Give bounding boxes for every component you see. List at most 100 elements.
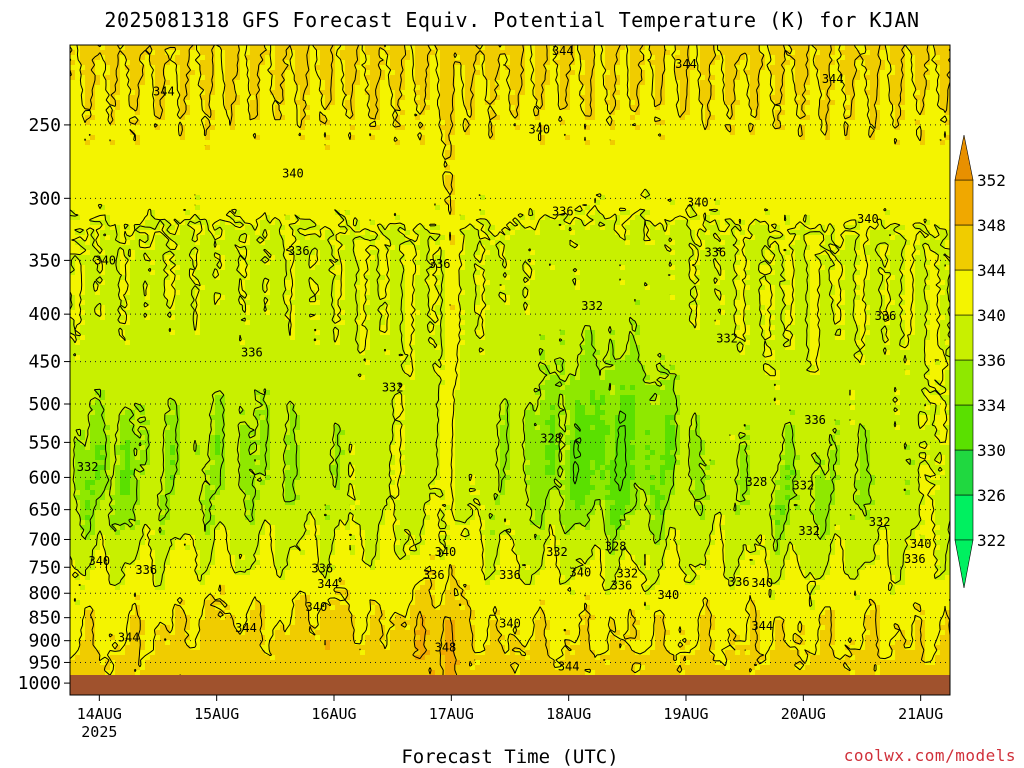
field-cell (350, 550, 356, 556)
field-cell (635, 320, 691, 326)
field-cell (460, 375, 551, 381)
field-cell (750, 75, 761, 81)
field-cell (815, 515, 831, 521)
field-cell (305, 525, 321, 531)
field-cell (465, 265, 476, 271)
field-cell (300, 445, 336, 451)
field-cell (360, 525, 381, 531)
field-cell (400, 450, 441, 456)
field-cell (870, 270, 881, 276)
field-cell (545, 65, 561, 71)
field-cell (820, 245, 831, 251)
field-cell (115, 490, 121, 496)
field-cell (380, 535, 396, 541)
field-cell (155, 245, 171, 251)
field-cell (545, 390, 591, 396)
field-cell (290, 430, 296, 436)
field-cell (430, 330, 436, 336)
field-cell (870, 485, 921, 491)
field-cell (710, 120, 776, 126)
field-cell (535, 75, 551, 81)
field-cell (215, 275, 221, 281)
field-cell (800, 135, 806, 141)
field-cell (365, 360, 371, 366)
field-cell (935, 235, 941, 241)
field-cell (215, 485, 226, 491)
field-cell (360, 225, 381, 231)
field-cell (575, 280, 581, 286)
field-cell (470, 120, 561, 126)
field-cell (615, 500, 631, 506)
field-cell (475, 275, 486, 281)
field-cell (575, 430, 611, 436)
field-cell (270, 285, 286, 291)
field-cell (790, 220, 806, 226)
field-cell (720, 320, 736, 326)
field-cell (130, 80, 146, 86)
field-cell (295, 265, 311, 271)
field-cell (225, 265, 241, 271)
field-cell (340, 525, 346, 531)
field-cell (455, 130, 466, 136)
field-cell (930, 50, 936, 56)
field-cell (425, 580, 436, 586)
field-cell (460, 585, 466, 591)
field-cell (705, 445, 741, 451)
field-cell (535, 70, 551, 76)
field-cell (690, 220, 706, 226)
field-cell (345, 580, 426, 586)
field-cell (580, 560, 586, 566)
field-cell (890, 280, 906, 286)
field-cell (220, 525, 226, 531)
field-cell (490, 280, 526, 286)
field-cell (790, 305, 796, 311)
field-cell (510, 230, 516, 236)
field-cell (585, 110, 596, 116)
field-cell (430, 105, 441, 111)
field-cell (165, 475, 171, 481)
field-cell (175, 295, 196, 301)
field-cell (395, 215, 401, 221)
field-cell (370, 240, 376, 246)
field-cell (420, 270, 431, 276)
field-cell (925, 235, 931, 241)
field-cell (225, 85, 236, 91)
field-cell (400, 555, 411, 561)
field-cell (830, 270, 846, 276)
field-cell (70, 170, 950, 176)
field-cell (480, 270, 486, 276)
field-cell (855, 110, 871, 116)
field-cell (235, 565, 256, 571)
field-cell (565, 395, 591, 401)
field-cell (240, 470, 251, 476)
field-cell (915, 325, 926, 331)
field-cell (390, 275, 406, 281)
field-cell (675, 250, 696, 256)
field-cell (545, 510, 561, 516)
field-cell (625, 555, 636, 561)
field-cell (455, 495, 496, 501)
field-cell (875, 125, 881, 131)
field-cell (700, 60, 716, 66)
field-cell (610, 330, 616, 336)
field-cell (785, 475, 791, 481)
field-cell (445, 120, 456, 126)
field-cell (130, 120, 141, 126)
field-cell (325, 230, 336, 236)
field-cell (820, 225, 826, 231)
field-cell (790, 470, 796, 476)
field-cell (415, 280, 426, 286)
field-cell (635, 435, 666, 441)
field-cell (855, 115, 871, 121)
field-cell (550, 500, 566, 506)
field-cell (650, 520, 666, 526)
field-cell (720, 270, 726, 276)
field-cell (165, 230, 171, 236)
field-cell (395, 125, 406, 131)
field-cell (625, 520, 631, 526)
field-cell (460, 590, 466, 596)
field-cell (340, 315, 361, 321)
field-cell (440, 440, 456, 446)
field-cell (545, 555, 561, 561)
field-cell (555, 525, 566, 531)
